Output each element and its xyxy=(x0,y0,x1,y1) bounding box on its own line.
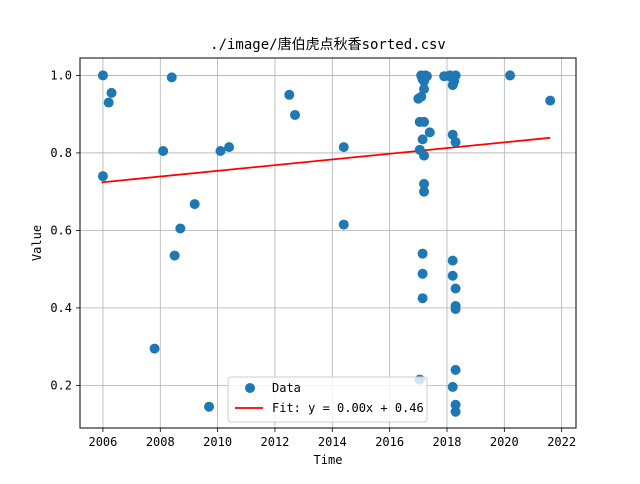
x-tick-label: 2022 xyxy=(547,435,576,449)
data-point xyxy=(417,248,428,259)
fit-line xyxy=(101,136,551,184)
data-point xyxy=(417,293,428,304)
y-tick-label: 0.6 xyxy=(50,223,72,237)
legend-data-marker xyxy=(245,383,255,393)
data-point xyxy=(450,283,461,294)
data-point xyxy=(450,406,461,417)
data-point xyxy=(224,142,235,153)
legend: Data Fit: y = 0.00x + 0.46 xyxy=(227,376,428,423)
legend-label-data: Data xyxy=(272,381,301,395)
y-axis-label: Value xyxy=(30,225,44,261)
data-point xyxy=(417,134,428,145)
data-point xyxy=(419,178,430,189)
data-point xyxy=(419,83,430,94)
x-tick-label: 2012 xyxy=(261,435,290,449)
data-point xyxy=(450,399,461,410)
data-point xyxy=(416,91,427,102)
legend-box xyxy=(227,376,428,423)
legend-label-fit: Fit: y = 0.00x + 0.46 xyxy=(272,401,424,415)
data-point xyxy=(166,72,177,83)
chart-title: ./image/唐伯虎点秋香sorted.csv xyxy=(210,36,446,53)
x-tick-label: 2016 xyxy=(375,435,404,449)
data-point xyxy=(103,97,114,108)
data-point xyxy=(204,401,215,412)
data-point xyxy=(450,70,461,81)
x-axis-label: Time xyxy=(314,453,343,467)
data-point xyxy=(447,255,458,266)
y-axis-ticks: 0.2 0.4 0.6 0.8 1.0 xyxy=(50,68,80,392)
fit-line-layer xyxy=(101,136,551,184)
data-point xyxy=(421,71,432,82)
data-point xyxy=(338,219,349,230)
y-tick-label: 1.0 xyxy=(50,68,72,82)
data-point xyxy=(419,150,430,161)
data-point xyxy=(175,223,186,234)
data-point xyxy=(450,304,461,315)
data-point xyxy=(419,186,430,197)
plot-area-frame xyxy=(79,57,577,429)
data-point xyxy=(447,270,458,281)
data-point xyxy=(419,116,430,127)
y-tick-label: 0.8 xyxy=(50,146,72,160)
x-tick-label: 2010 xyxy=(203,435,232,449)
data-point xyxy=(169,250,180,261)
data-point xyxy=(450,364,461,375)
x-tick-label: 2008 xyxy=(146,435,175,449)
data-point xyxy=(189,199,200,210)
data-points xyxy=(97,70,556,417)
data-point xyxy=(158,145,169,156)
data-point xyxy=(417,268,428,279)
data-point xyxy=(149,343,160,354)
data-point xyxy=(284,89,295,100)
data-point xyxy=(450,137,461,148)
y-tick-label: 0.2 xyxy=(50,378,72,392)
data-point xyxy=(290,109,301,120)
data-point xyxy=(215,145,226,156)
data-point xyxy=(338,142,349,153)
data-point xyxy=(505,70,516,81)
data-point xyxy=(106,87,117,98)
y-tick-label: 0.4 xyxy=(50,301,72,315)
data-point xyxy=(97,70,108,81)
data-point xyxy=(97,171,108,182)
x-tick-label: 2018 xyxy=(433,435,462,449)
data-point xyxy=(424,127,435,138)
x-tick-label: 2020 xyxy=(490,435,519,449)
data-point xyxy=(545,95,556,106)
x-tick-label: 2006 xyxy=(88,435,117,449)
x-axis-ticks: 2006 2008 2010 2012 2014 2016 2018 2020 2022 xyxy=(88,428,576,449)
data-point xyxy=(447,381,458,392)
x-tick-label: 2014 xyxy=(318,435,347,449)
